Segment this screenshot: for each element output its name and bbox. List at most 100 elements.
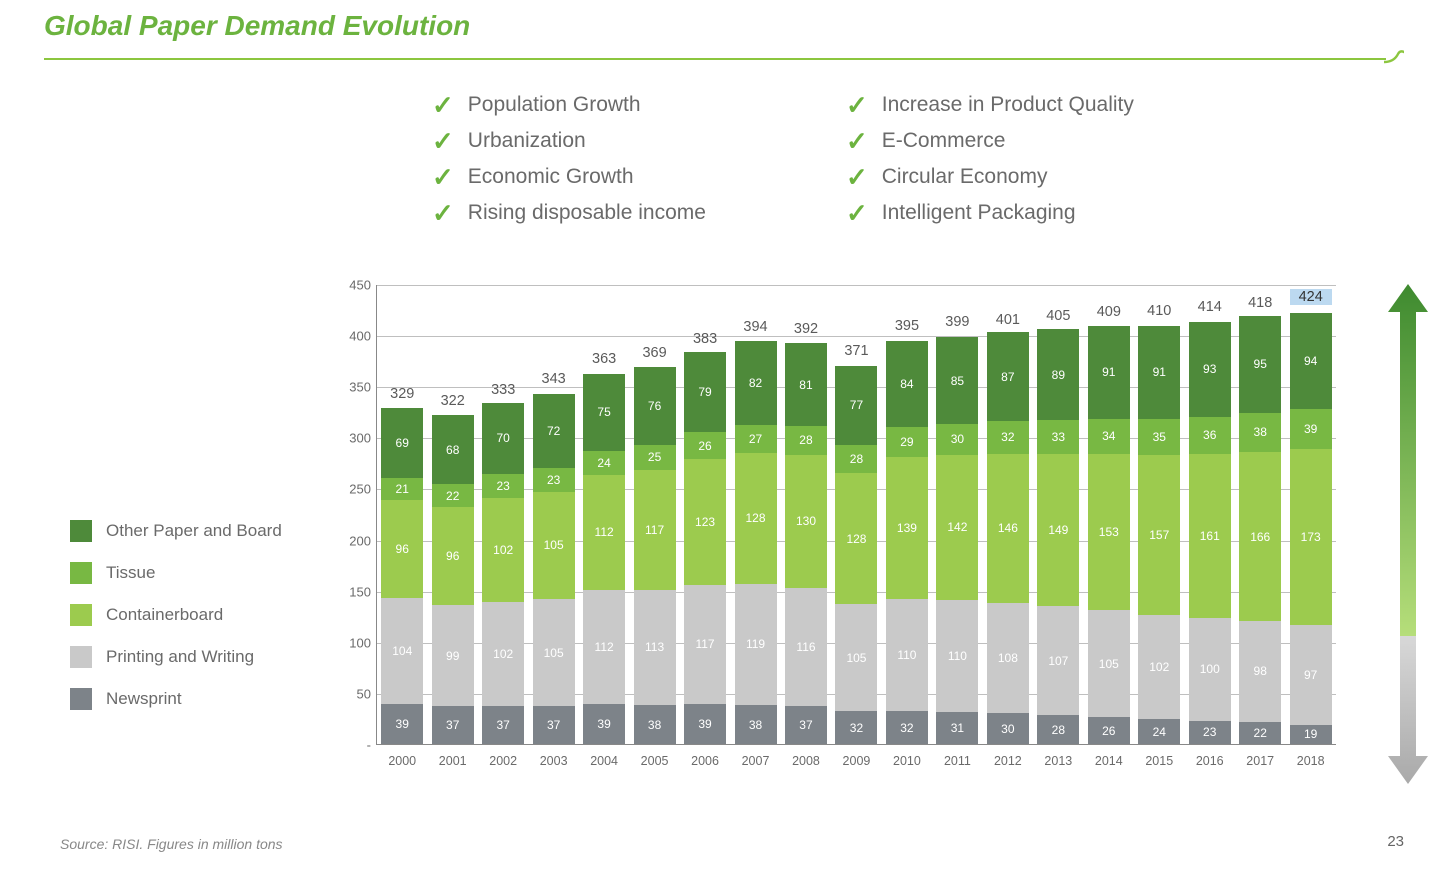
segment-value: 91 [1153, 365, 1166, 379]
bar-segment-containerboard: 130 [785, 455, 827, 588]
driver-label: Increase in Product Quality [882, 93, 1134, 117]
driver-item: ✓E-Commerce [846, 128, 1134, 154]
bar-segment-printing: 97 [1290, 625, 1332, 724]
bar-segment-tissue: 34 [1088, 419, 1130, 454]
driver-item: ✓Rising disposable income [432, 200, 706, 226]
segment-value: 157 [1149, 528, 1169, 542]
bar-segment-printing: 108 [987, 603, 1029, 713]
drivers-list: ✓Population Growth✓Urbanization✓Economic… [432, 92, 1134, 226]
segment-value: 32 [850, 721, 863, 735]
bar-segment-tissue: 28 [835, 445, 877, 474]
segment-value: 112 [595, 640, 614, 654]
x-axis-tick: 2007 [735, 754, 777, 768]
bar-column: 3211013929843952010 [886, 341, 928, 744]
x-axis-tick: 2009 [835, 754, 877, 768]
bar-segment-printing: 102 [482, 602, 524, 706]
segment-value: 39 [597, 717, 610, 731]
segment-value: 128 [846, 532, 866, 546]
segment-value: 102 [1149, 660, 1169, 674]
bar-total: 371 [835, 343, 877, 359]
segment-value: 105 [1099, 657, 1119, 671]
segment-value: 29 [900, 435, 913, 449]
bar-segment-newsprint: 26 [1088, 717, 1130, 744]
bar-column: 3710510523723432003 [533, 394, 575, 744]
x-axis-tick: 2000 [381, 754, 423, 768]
y-axis-tick: 250 [335, 482, 371, 497]
segment-value: 105 [544, 538, 564, 552]
bar-segment-other: 91 [1088, 326, 1130, 419]
title-underline [44, 52, 1404, 66]
bar-column: 37999622683222001 [432, 415, 474, 744]
x-axis-tick: 2001 [432, 754, 474, 768]
bar-segment-containerboard: 153 [1088, 454, 1130, 610]
bar-segment-newsprint: 39 [381, 704, 423, 744]
bar-segment-tissue: 27 [735, 425, 777, 453]
segment-value: 89 [1052, 368, 1065, 382]
bar-segment-tissue: 25 [634, 445, 676, 471]
legend-item: Printing and Writing [70, 646, 282, 668]
bar-segment-containerboard: 112 [583, 475, 625, 589]
segment-value: 102 [493, 543, 513, 557]
bar-segment-other: 81 [785, 343, 827, 426]
bar-column: 3911211224753632004 [583, 374, 625, 744]
segment-value: 22 [1254, 726, 1267, 740]
segment-value: 69 [396, 436, 409, 450]
segment-value: 110 [897, 648, 916, 662]
segment-value: 27 [749, 432, 762, 446]
bar-segment-tissue: 32 [987, 421, 1029, 454]
driver-item: ✓Economic Growth [432, 164, 706, 190]
segment-value: 142 [947, 520, 967, 534]
bar-total: 392 [785, 321, 827, 337]
x-axis-tick: 2015 [1138, 754, 1180, 768]
bar-column: 2810714933894052013 [1037, 329, 1079, 744]
bar-segment-tissue: 33 [1037, 420, 1079, 454]
bar-segment-tissue: 35 [1138, 419, 1180, 455]
bar-column: 3711613028813922008 [785, 343, 827, 744]
segment-value: 30 [1001, 722, 1014, 736]
segment-value: 23 [496, 479, 509, 493]
bar-segment-newsprint: 37 [432, 706, 474, 744]
legend-swatch [70, 562, 92, 584]
segment-value: 149 [1048, 523, 1068, 537]
source-note: Source: RISI. Figures in million tons [60, 836, 283, 852]
segment-value: 39 [1304, 422, 1317, 436]
bar-column: 2610515334914092014 [1088, 326, 1130, 744]
bars-container: 3910496216932920003799962268322200137102… [377, 285, 1336, 744]
segment-value: 28 [850, 452, 863, 466]
bar-total: 410 [1138, 303, 1180, 319]
y-axis-tick: 100 [335, 635, 371, 650]
bar-segment-other: 93 [1189, 322, 1231, 417]
segment-value: 87 [1001, 370, 1014, 384]
bar-segment-other: 94 [1290, 313, 1332, 409]
bar-segment-printing: 119 [735, 584, 777, 706]
segment-value: 91 [1102, 365, 1115, 379]
bar-segment-other: 75 [583, 374, 625, 451]
segment-value: 22 [446, 489, 459, 503]
bar-segment-printing: 113 [634, 590, 676, 706]
legend-label: Newsprint [106, 689, 182, 709]
segment-value: 25 [648, 450, 661, 464]
x-axis-tick: 2008 [785, 754, 827, 768]
segment-value: 70 [496, 431, 509, 445]
y-axis-tick: 150 [335, 584, 371, 599]
driver-label: Economic Growth [468, 165, 634, 189]
bar-segment-other: 72 [533, 394, 575, 468]
bar-column: 3911712326793832006 [684, 352, 726, 744]
bar-segment-tissue: 23 [533, 468, 575, 492]
bar-segment-tissue: 30 [936, 424, 978, 455]
segment-value: 117 [645, 523, 664, 537]
driver-label: Rising disposable income [468, 201, 706, 225]
bar-total: 409 [1088, 304, 1130, 320]
bar-segment-containerboard: 146 [987, 454, 1029, 603]
segment-value: 119 [746, 637, 765, 651]
segment-value: 37 [496, 718, 509, 732]
legend: Other Paper and BoardTissueContainerboar… [70, 520, 282, 710]
bar-column: 3811311725763692005 [634, 367, 676, 744]
bar-segment-newsprint: 38 [634, 705, 676, 744]
bar-column: 229816638954182017 [1239, 316, 1281, 744]
bar-total: 418 [1239, 295, 1281, 311]
bar-segment-printing: 98 [1239, 621, 1281, 721]
bar-segment-newsprint: 37 [785, 706, 827, 744]
bar-segment-containerboard: 128 [735, 453, 777, 584]
segment-value: 24 [597, 456, 610, 470]
